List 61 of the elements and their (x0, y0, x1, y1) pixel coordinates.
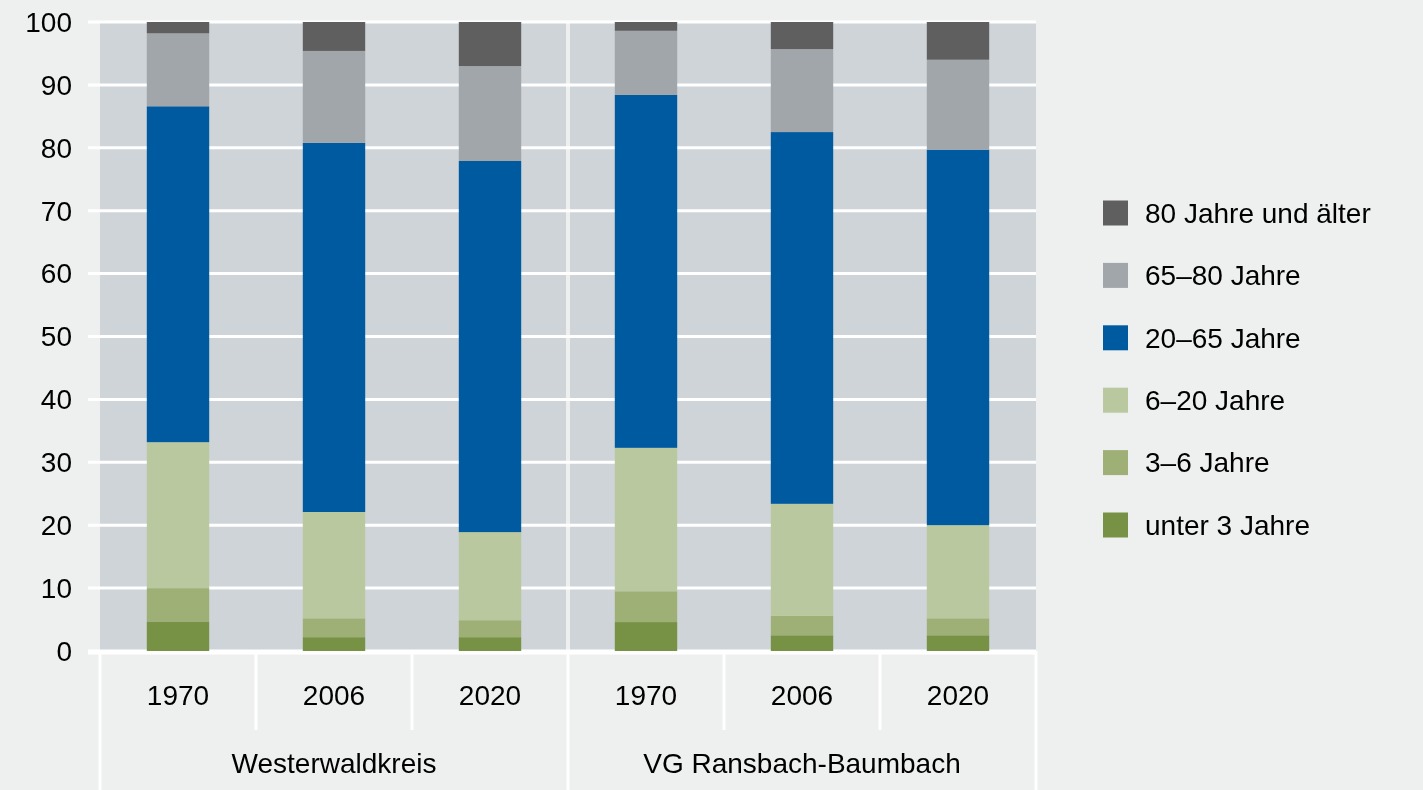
legend-label: 65–80 Jahre (1145, 260, 1301, 292)
y-tick-label: 50 (40, 321, 72, 353)
bar (302, 511, 366, 619)
bar (302, 618, 366, 638)
bar (146, 22, 210, 34)
text: Westerwaldkreis (231, 748, 437, 779)
bar (146, 33, 210, 107)
legend-label: 20–65 Jahre (1145, 322, 1301, 354)
y-tick-label: 70 (40, 195, 72, 227)
legend-label: unter 3 Jahre (1145, 509, 1310, 541)
bar (770, 615, 834, 636)
y-tick-label: 90 (40, 69, 72, 101)
y-tick-label: 20 (40, 510, 72, 541)
bar (146, 588, 210, 622)
y-tick-label: 60 (40, 258, 72, 290)
x-tick-label: 2020 (926, 680, 990, 711)
bar (614, 94, 678, 448)
text: VG Ransbach-Baumbach (643, 748, 961, 779)
y-tick-label: 0 (56, 635, 72, 667)
bar (458, 637, 522, 651)
bar (302, 142, 366, 512)
legend-label: 6–20 Jahre (1145, 385, 1286, 416)
bar (770, 635, 834, 651)
bar (770, 49, 834, 133)
bar (926, 635, 990, 651)
y-tick-label: 80 (40, 132, 72, 164)
bar (146, 442, 210, 589)
bar (926, 59, 990, 150)
x-tick-label: 2006 (770, 680, 834, 711)
bar (302, 637, 366, 651)
y-tick-label: 100 (25, 6, 72, 38)
bar (458, 66, 522, 162)
bar (770, 503, 834, 616)
bar (614, 591, 678, 623)
bar (926, 22, 990, 60)
bar (146, 106, 210, 443)
x-tick-label: 1970 (146, 680, 210, 711)
bar (146, 621, 210, 651)
bar (614, 622, 678, 651)
legend-label: 3–6 Jahre (1145, 447, 1270, 479)
bar (302, 22, 366, 51)
bar (926, 149, 990, 526)
bar (614, 447, 678, 592)
bar (302, 50, 366, 143)
bar (614, 30, 678, 95)
bar (458, 22, 522, 67)
bar (926, 618, 990, 636)
x-tick-label: 2006 (302, 680, 366, 711)
x-tick-label: 1970 (614, 680, 678, 711)
y-tick-label: 30 (40, 447, 72, 479)
bar (458, 620, 522, 638)
bar (926, 525, 990, 619)
bar (770, 22, 834, 50)
x-tick-label: 2020 (458, 680, 522, 711)
bar (614, 22, 678, 31)
legend-label: 80 Jahre und älter (1145, 197, 1371, 229)
y-tick-label: 10 (40, 572, 72, 604)
bar (458, 532, 522, 621)
bar (458, 161, 522, 533)
y-tick-label: 40 (40, 384, 72, 416)
bar (770, 132, 834, 504)
